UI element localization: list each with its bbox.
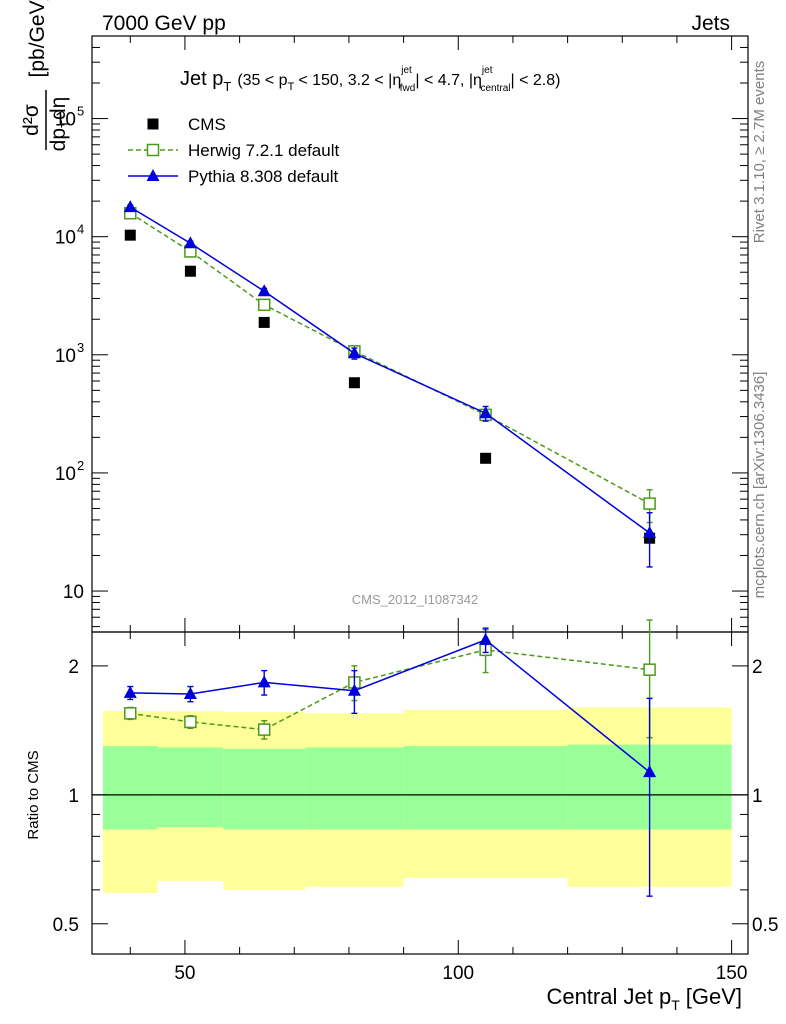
ratio-pythia-point-1 (183, 686, 197, 699)
band-inner-4 (403, 746, 568, 830)
mcplots-label: mcplots.cern.ch [arXiv:1306.3436] (751, 372, 768, 599)
main-ytick-label-0: 10 (63, 582, 84, 603)
ratio-herwig-point-5 (643, 663, 656, 676)
legend-label-pythia: Pythia 8.308 default (188, 167, 339, 186)
main-pythia-point-2 (257, 284, 271, 297)
main-ytick-label-1: 10 (55, 464, 76, 485)
main-herwig-point-2 (257, 298, 271, 312)
ratio-ytick-label-right-0: 0.5 (752, 915, 778, 936)
plot-title: Jet pT (35 < pT < 150, 3.2 < |ηjet fwd| < 4… (180, 65, 560, 94)
main-cms-point-4 (480, 452, 492, 464)
main-cms-point-2 (258, 316, 270, 328)
legend-marker-pythia (146, 169, 160, 181)
ratio-ytick-label-2: 2 (68, 657, 79, 678)
band-inner-1 (157, 747, 224, 828)
x-tick-label-150: 150 (716, 963, 748, 984)
legend-marker-cms (147, 118, 159, 130)
ratio-panel: 50 100 150 0.5 0.5 1 1 2 2 (53, 619, 778, 984)
ratio-ytick-label-right-2: 2 (752, 657, 763, 678)
main-cms-point-3 (348, 377, 360, 389)
main-pythia-point-0 (123, 200, 137, 213)
x-tick-label-100: 100 (442, 963, 474, 984)
main-pythia-point-1 (183, 236, 197, 249)
main-cms-point-0 (124, 229, 136, 241)
main-herwig-line (129, 212, 650, 505)
ratio-herwig-point-2 (257, 723, 271, 736)
ylabel-denominator: dpTdη (47, 97, 73, 152)
main-ylabel: d²σ dpTdη [pb/GeV] (20, 0, 73, 151)
band-inner-3 (305, 747, 404, 830)
ratio-pythia-line (130, 639, 651, 773)
ratio-pythia-point-3 (347, 683, 361, 696)
ratio-herwig-line (130, 649, 650, 731)
x-tick-label-50: 50 (174, 963, 195, 984)
ratio-herwig-point-1 (184, 715, 197, 729)
ratio-pythia-point-4 (479, 632, 493, 645)
main-ytick-label-4: 10 (55, 110, 76, 131)
ratio-pythia-point-0 (123, 685, 137, 698)
legend-label-herwig: Herwig 7.2.1 default (188, 141, 339, 160)
band-inner-0 (102, 746, 158, 830)
main-ytick-label-2: 10 (55, 346, 76, 367)
header-right: Jets (691, 12, 730, 35)
legend-label-cms: CMS (188, 115, 226, 134)
rivet-label: Rivet 3.1.10, ≥ 2.7M events (751, 61, 768, 244)
ratio-ytick-label-1: 1 (68, 786, 79, 807)
x-axis-label: Central Jet pT [GeV] (546, 984, 742, 1013)
main-ytick-exp-2: 3 (77, 340, 84, 355)
ratio-ylabel: Ratio to CMS (25, 750, 42, 839)
main-pythia-line (129, 206, 651, 534)
ratio-herwig-point-0 (124, 707, 137, 720)
main-ytick-exp-1: 2 (77, 458, 84, 473)
main-cms-point-1 (184, 265, 196, 277)
watermark-label: CMS_2012_I1087342 (352, 592, 479, 607)
main-pythia-point-4 (479, 406, 493, 419)
ratio-ytick-label-0: 0.5 (53, 915, 79, 936)
header-left: 7000 GeV pp (102, 12, 226, 35)
main-pythia-point-5 (643, 525, 657, 538)
ylabel-numerator: d²σ (20, 104, 43, 136)
main-ytick-label-3: 10 (55, 228, 76, 249)
ratio-ytick-label-right-1: 1 (752, 786, 763, 807)
band-inner-2 (223, 748, 306, 830)
ratio-frame (91, 631, 749, 955)
main-ytick-exp-4: 5 (77, 104, 84, 119)
main-ytick-exp-3: 4 (77, 222, 84, 237)
main-pythia-point-3 (347, 346, 361, 359)
main-herwig-point-5 (643, 497, 656, 510)
legend-marker-herwig (146, 143, 160, 157)
ratio-pythia-point-5 (643, 765, 657, 778)
ylabel-unit: [pb/GeV] (26, 0, 49, 77)
ratio-pythia-point-2 (257, 675, 271, 688)
